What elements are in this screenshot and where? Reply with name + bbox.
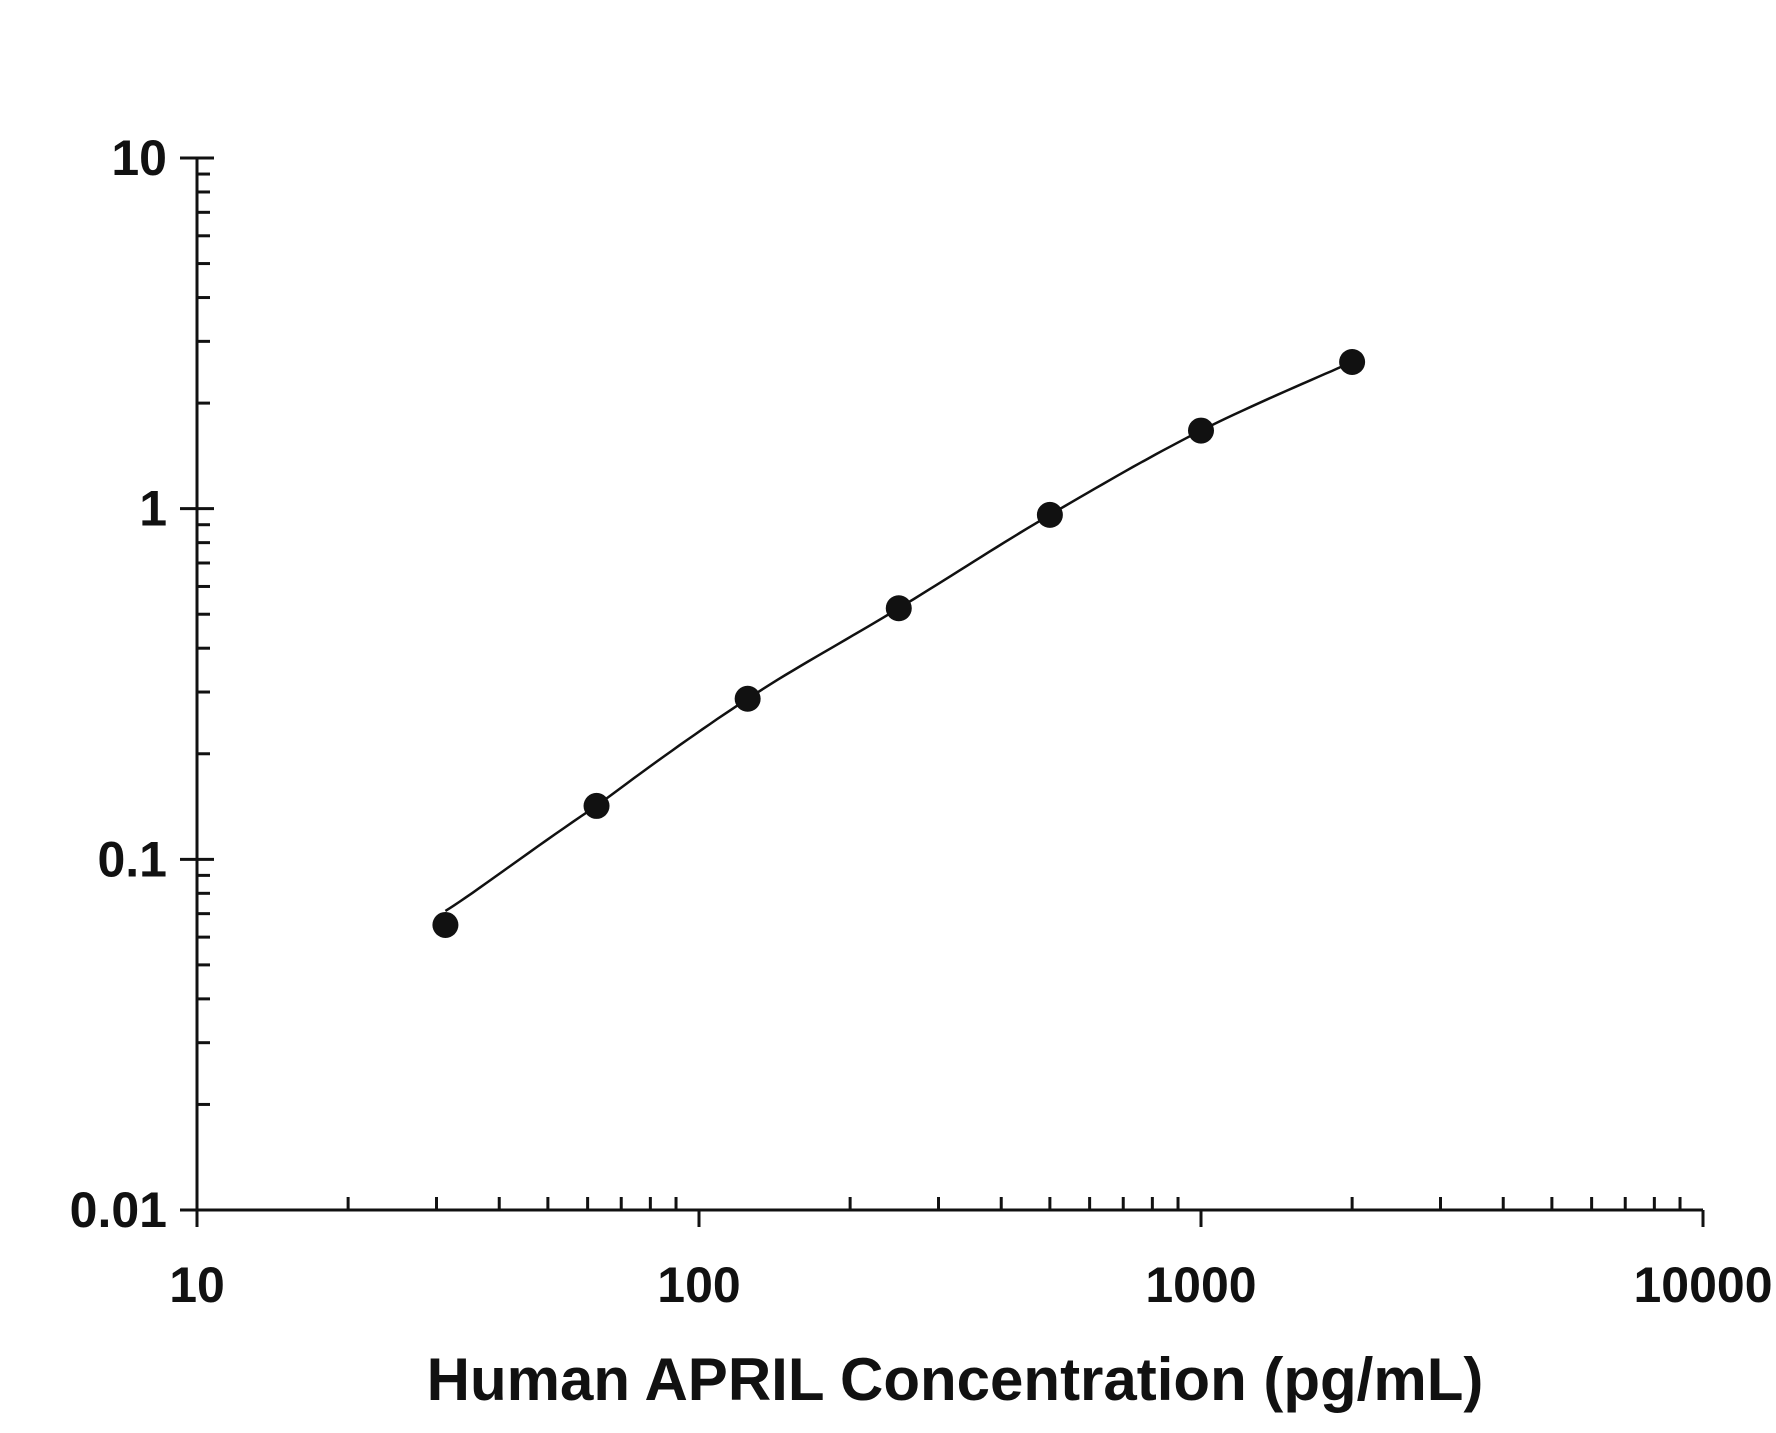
x-tick-label: 1000 bbox=[1145, 1257, 1256, 1313]
data-points bbox=[432, 348, 1366, 938]
y-tick-label: 0.01 bbox=[70, 1182, 167, 1238]
data-point bbox=[1339, 348, 1366, 375]
data-point bbox=[583, 792, 610, 819]
standard-curve-line bbox=[444, 360, 1353, 912]
x-tick-label: 10000 bbox=[1633, 1257, 1772, 1313]
ticks-layer bbox=[180, 156, 1705, 1227]
data-point bbox=[885, 595, 912, 622]
data-point bbox=[1036, 501, 1063, 528]
x-tick-label: 100 bbox=[657, 1257, 740, 1313]
y-tick-label: 1 bbox=[139, 481, 167, 537]
x-tick-label: 10 bbox=[169, 1257, 225, 1313]
y-tick-label: 10 bbox=[111, 130, 167, 186]
x-tick-labels: 10 100 1000 10000 bbox=[169, 1257, 1772, 1313]
x-axis-title: Human APRIL Concentration (pg/mL) bbox=[427, 1346, 1484, 1413]
y-tick-labels: 0.01 0.1 1 10 bbox=[70, 130, 167, 1238]
data-point bbox=[1188, 417, 1214, 444]
data-point bbox=[432, 911, 459, 938]
y-tick-label: 0.1 bbox=[97, 831, 167, 887]
data-point bbox=[734, 685, 761, 712]
